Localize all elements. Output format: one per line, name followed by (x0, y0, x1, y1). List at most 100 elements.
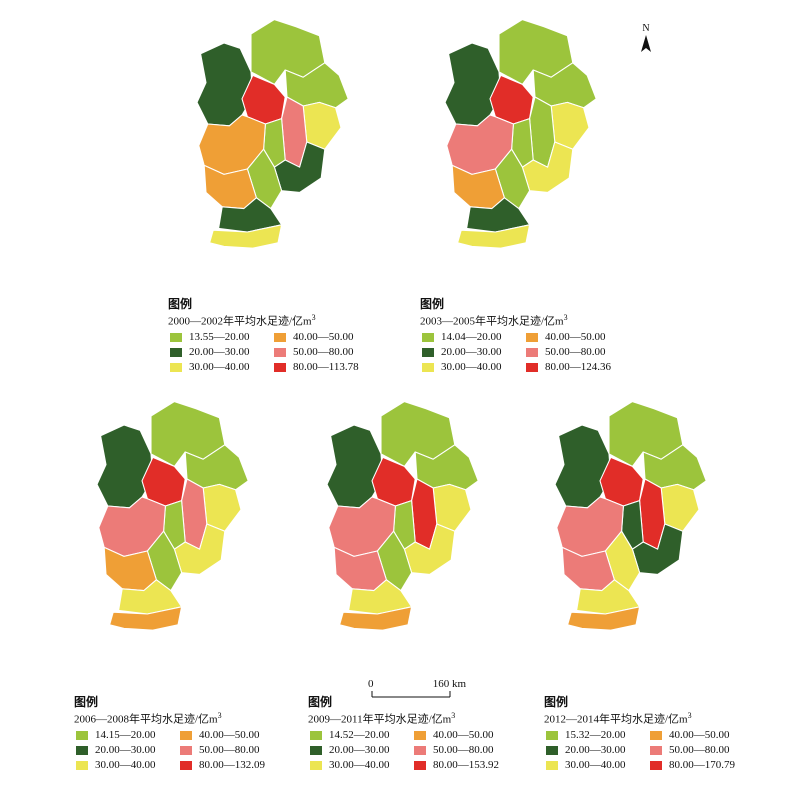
region-south (118, 579, 183, 615)
scale-max: 160 km (432, 678, 466, 690)
legend-swatch (76, 731, 88, 741)
region-central (631, 523, 684, 575)
legend-swatch (650, 731, 662, 741)
legend-swatch (526, 348, 538, 358)
legend-item: 15.32—20.00 (544, 729, 648, 743)
legend-item: 40.00—50.00 (412, 729, 522, 743)
legend-swatch (274, 333, 286, 343)
legend-swatch (422, 363, 434, 373)
scale-zero: 0 (368, 678, 374, 690)
legend-swatch (546, 761, 558, 771)
legend-swatch (76, 761, 88, 771)
legend-swatch (546, 731, 558, 741)
region-northwest (554, 424, 612, 509)
region-east (302, 101, 342, 150)
legend-swatch (180, 761, 192, 771)
region-central (403, 523, 456, 575)
legend-swatch (274, 363, 286, 373)
region-northwest (444, 42, 502, 127)
legend-panel-4: 图例 2009—2011年平均水足迹/亿m3 14.52—20.00 40.00… (308, 696, 522, 773)
scale-bar: 0 160 km (368, 678, 466, 698)
legend-swatch (170, 363, 182, 373)
legend-item: 14.15—20.00 (74, 729, 178, 743)
map-panel-5 (546, 398, 726, 632)
region-south (218, 197, 283, 233)
north-label: N (642, 23, 650, 34)
map-panel-4 (318, 398, 498, 632)
region-far-south (209, 224, 283, 249)
region-central (521, 141, 574, 193)
legend-item: 80.00—153.92 (412, 759, 522, 773)
legend-swatch (170, 348, 182, 358)
legend-items: 14.04—20.00 40.00—50.00 20.00—30.00 50.0… (420, 331, 634, 375)
region-northwest (96, 424, 154, 509)
legend-item: 40.00—50.00 (178, 729, 288, 743)
choropleth-map (326, 401, 479, 631)
legend-items: 15.32—20.00 40.00—50.00 20.00—30.00 50.0… (544, 729, 758, 773)
region-east (202, 483, 242, 532)
legend-item: 50.00—80.00 (412, 744, 522, 758)
legend-swatch (546, 746, 558, 756)
legend-item: 30.00—40.00 (74, 759, 178, 773)
legend-swatch (76, 746, 88, 756)
legend-swatch (180, 731, 192, 741)
legend-swatch (310, 746, 322, 756)
legend-item: 14.52—20.00 (308, 729, 412, 743)
legend-item: 14.04—20.00 (420, 331, 524, 345)
region-south (348, 579, 413, 615)
legend-swatch (526, 333, 538, 343)
legend-subtitle: 2009—2011年平均水足迹/亿m3 (308, 711, 456, 726)
region-far-south (457, 224, 531, 249)
legend-item: 50.00—80.00 (648, 744, 758, 758)
legend-items: 14.52—20.00 40.00—50.00 20.00—30.00 50.0… (308, 729, 522, 773)
legend-panel-3: 图例 2006—2008年平均水足迹/亿m3 14.15—20.00 40.00… (74, 696, 288, 773)
legend-title: 图例 (168, 297, 193, 311)
legend-swatch (650, 761, 662, 771)
legend-item: 80.00—170.79 (648, 759, 758, 773)
choropleth-map (554, 401, 707, 631)
legend-item: 80.00—132.09 (178, 759, 288, 773)
region-east (432, 483, 472, 532)
legend-swatch (414, 761, 426, 771)
legend-swatch (650, 746, 662, 756)
north-arrow-icon (641, 35, 651, 52)
legend-panel-5: 图例 2012—2014年平均水足迹/亿m3 15.32—20.00 40.00… (544, 696, 758, 773)
legend-subtitle: 2006—2008年平均水足迹/亿m3 (74, 711, 222, 726)
legend-swatch (422, 348, 434, 358)
legend-swatch (414, 731, 426, 741)
map-panel-1 (188, 16, 368, 250)
region-east (550, 101, 590, 150)
legend-item: 80.00—124.36 (524, 361, 634, 375)
legend-item: 50.00—80.00 (272, 346, 382, 360)
map-panel-3 (88, 398, 268, 632)
north-arrow: N (637, 24, 655, 59)
region-central (173, 523, 226, 575)
choropleth-map (196, 19, 349, 249)
legend-item: 13.55—20.00 (168, 331, 272, 345)
legend-item: 20.00—30.00 (308, 744, 412, 758)
region-south (466, 197, 531, 233)
region-northwest (326, 424, 384, 509)
region-northwest (196, 42, 254, 127)
legend-swatch (422, 333, 434, 343)
legend-panel-2: 图例 2003—2005年平均水足迹/亿m3 14.04—20.00 40.00… (420, 298, 634, 375)
legend-title: 图例 (420, 297, 445, 311)
legend-item: 20.00—30.00 (168, 346, 272, 360)
legend-subtitle: 2012—2014年平均水足迹/亿m3 (544, 711, 692, 726)
region-far-south (339, 606, 413, 631)
legend-swatch (274, 348, 286, 358)
legend-title: 图例 (544, 695, 569, 709)
region-central (273, 141, 326, 193)
choropleth-map (96, 401, 249, 631)
legend-subtitle: 2003—2005年平均水足迹/亿m3 (420, 313, 568, 328)
choropleth-map (444, 19, 597, 249)
legend-item: 20.00—30.00 (74, 744, 178, 758)
region-east (660, 483, 700, 532)
scale-bar-line (371, 691, 451, 698)
legend-item: 30.00—40.00 (308, 759, 412, 773)
legend-swatch (180, 746, 192, 756)
legend-item: 80.00—113.78 (272, 361, 382, 375)
legend-items: 14.15—20.00 40.00—50.00 20.00—30.00 50.0… (74, 729, 288, 773)
legend-item: 30.00—40.00 (420, 361, 524, 375)
legend-subtitle: 2000—2002年平均水足迹/亿m3 (168, 313, 316, 328)
